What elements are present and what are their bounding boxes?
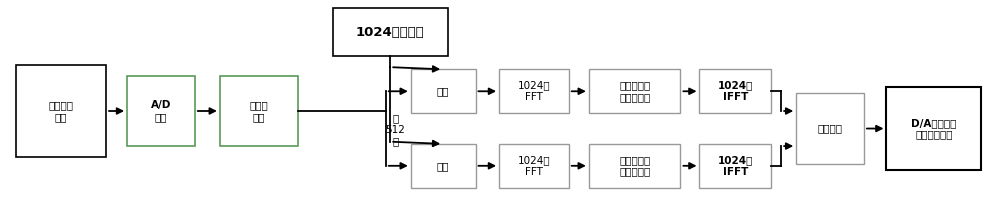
Text: 移
512
点: 移 512 点 — [385, 113, 405, 146]
Bar — [411, 144, 476, 188]
Text: 1024点
FFT: 1024点 FFT — [518, 155, 550, 177]
Bar — [333, 8, 448, 56]
Text: D/A转换输出
模拟中频信号: D/A转换输出 模拟中频信号 — [911, 118, 956, 139]
Bar — [886, 87, 981, 170]
Text: 1024点
IFFT: 1024点 IFFT — [718, 155, 753, 177]
Bar — [16, 65, 106, 157]
Bar — [220, 76, 298, 146]
Text: 1024点汉宁窗: 1024点汉宁窗 — [356, 26, 425, 39]
Bar — [499, 69, 569, 113]
Text: 中频模拟
信号: 中频模拟 信号 — [49, 100, 74, 122]
Text: 去零频
信号: 去零频 信号 — [249, 100, 268, 122]
Bar — [589, 144, 680, 188]
Text: 1024点
IFFT: 1024点 IFFT — [718, 80, 753, 102]
Bar — [411, 69, 476, 113]
Text: A/D
采样: A/D 采样 — [151, 100, 171, 122]
Text: 加窗: 加窗 — [437, 86, 449, 96]
Bar — [699, 144, 771, 188]
Bar — [796, 93, 864, 164]
Text: 1024点
FFT: 1024点 FFT — [518, 80, 550, 102]
Bar — [589, 69, 680, 113]
Bar — [127, 76, 195, 146]
Bar — [499, 144, 569, 188]
Text: 数据合路: 数据合路 — [818, 123, 843, 134]
Bar — [699, 69, 771, 113]
Text: 门限判决以
及钳位处理: 门限判决以 及钳位处理 — [619, 155, 650, 177]
Text: 加窗: 加窗 — [437, 161, 449, 171]
Text: 门限判决以
及钳位处理: 门限判决以 及钳位处理 — [619, 80, 650, 102]
